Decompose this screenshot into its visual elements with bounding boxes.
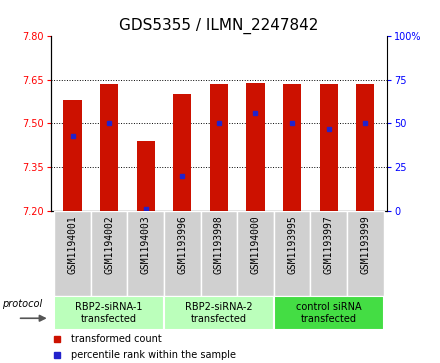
Text: protocol: protocol	[3, 299, 43, 310]
Bar	[319, 84, 338, 211]
Text: GSM1194003: GSM1194003	[141, 215, 151, 274]
Bar	[100, 84, 118, 211]
Text: GSM1194000: GSM1194000	[250, 215, 260, 274]
Text: control siRNA
transfected: control siRNA transfected	[296, 302, 362, 324]
Text: RBP2-siRNA-2
transfected: RBP2-siRNA-2 transfected	[185, 302, 253, 324]
Text: GSM1193996: GSM1193996	[177, 215, 187, 274]
Bar	[237, 211, 274, 296]
Bar	[210, 84, 228, 211]
Bar	[54, 211, 91, 296]
Bar	[274, 211, 310, 296]
Text: GSM1193998: GSM1193998	[214, 215, 224, 274]
Bar	[164, 211, 201, 296]
Text: GSM1193997: GSM1193997	[324, 215, 334, 274]
Text: percentile rank within the sample: percentile rank within the sample	[71, 350, 236, 360]
Bar	[164, 296, 274, 330]
Bar	[173, 94, 191, 211]
Bar	[283, 84, 301, 211]
Text: GSM1194002: GSM1194002	[104, 215, 114, 274]
Text: GSM1194001: GSM1194001	[68, 215, 77, 274]
Bar	[136, 141, 155, 211]
Bar	[128, 211, 164, 296]
Bar	[356, 84, 374, 211]
Bar	[91, 211, 128, 296]
Bar	[63, 100, 82, 211]
Bar	[310, 211, 347, 296]
Title: GDS5355 / ILMN_2247842: GDS5355 / ILMN_2247842	[119, 17, 319, 33]
Text: transformed count: transformed count	[71, 334, 161, 344]
Bar	[347, 211, 384, 296]
Bar	[274, 296, 384, 330]
Text: RBP2-siRNA-1
transfected: RBP2-siRNA-1 transfected	[75, 302, 143, 324]
Text: GSM1193995: GSM1193995	[287, 215, 297, 274]
Bar	[54, 296, 164, 330]
Bar	[246, 83, 264, 211]
Text: GSM1193999: GSM1193999	[360, 215, 370, 274]
Bar	[201, 211, 237, 296]
